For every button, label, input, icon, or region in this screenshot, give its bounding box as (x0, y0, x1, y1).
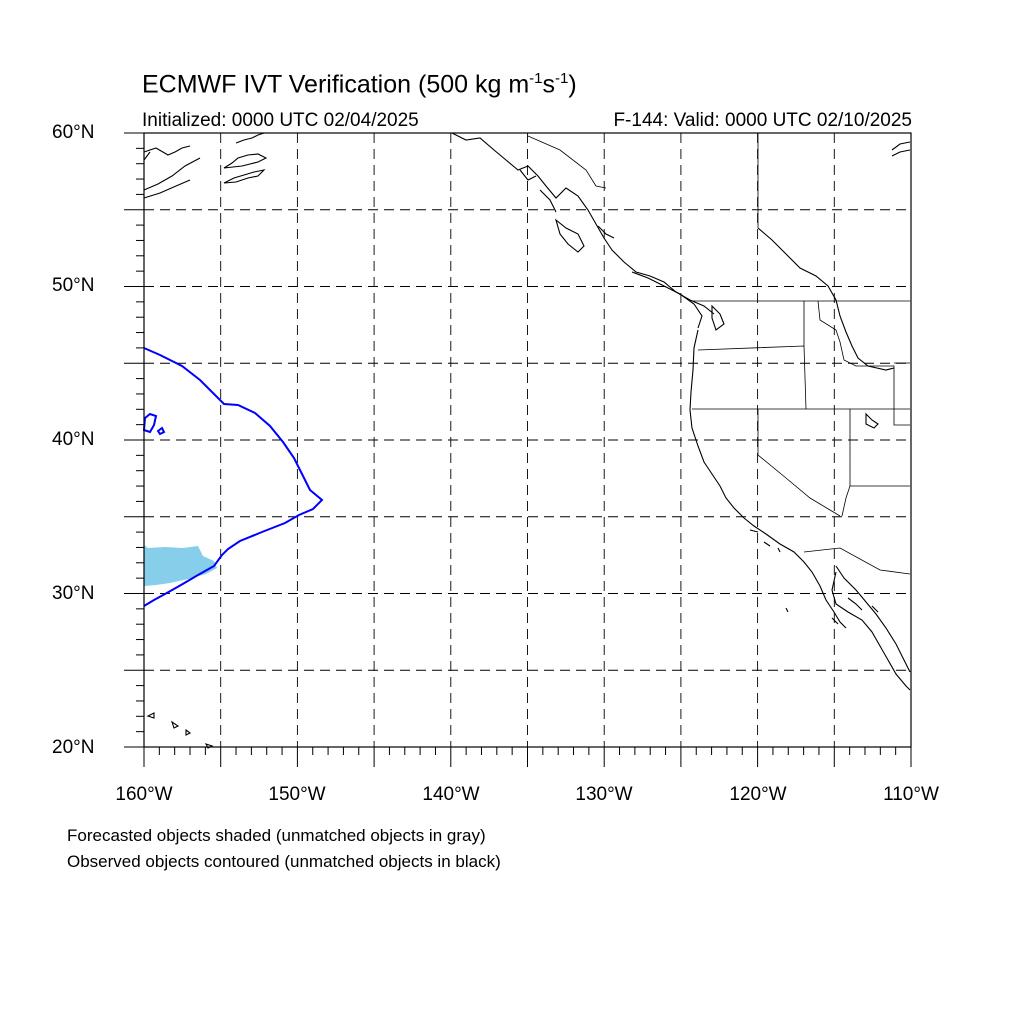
forecast-object (144, 545, 217, 586)
initialized-label: Initialized: 0000 UTC 02/04/2025 (142, 110, 419, 131)
lon-label-140w: 140°W (422, 784, 480, 805)
coastlines (143, 132, 911, 749)
lat-label-50n: 50°N (52, 275, 95, 296)
observed-object-contour (143, 347, 324, 607)
lat-label-20n: 20°N (52, 737, 95, 758)
lon-label-160w: 160°W (115, 784, 173, 805)
lat-label-30n: 30°N (52, 583, 95, 604)
valid-time-label: F-144: Valid: 0000 UTC 02/10/2025 (613, 110, 912, 131)
graticule (144, 133, 911, 747)
lon-label-130w: 130°W (575, 784, 633, 805)
observed-legend-note: Observed objects contoured (unmatched ob… (67, 852, 501, 871)
lon-label-150w: 150°W (268, 784, 326, 805)
lat-label-40n: 40°N (52, 429, 95, 450)
lon-label-120w: 120°W (729, 784, 787, 805)
observed-object-dot-contour (156, 426, 166, 436)
political-boundaries (527, 133, 911, 575)
lat-label-60n: 60°N (52, 122, 95, 143)
axis-ticks (124, 132, 912, 767)
plot-title: ECMWF IVT Verification (500 kg m-1s-1) (142, 70, 577, 99)
forecast-legend-note: Forecasted objects shaded (unmatched obj… (67, 826, 486, 845)
observed-object-small-contour (142, 412, 158, 434)
lon-label-110w: 110°W (883, 784, 939, 805)
